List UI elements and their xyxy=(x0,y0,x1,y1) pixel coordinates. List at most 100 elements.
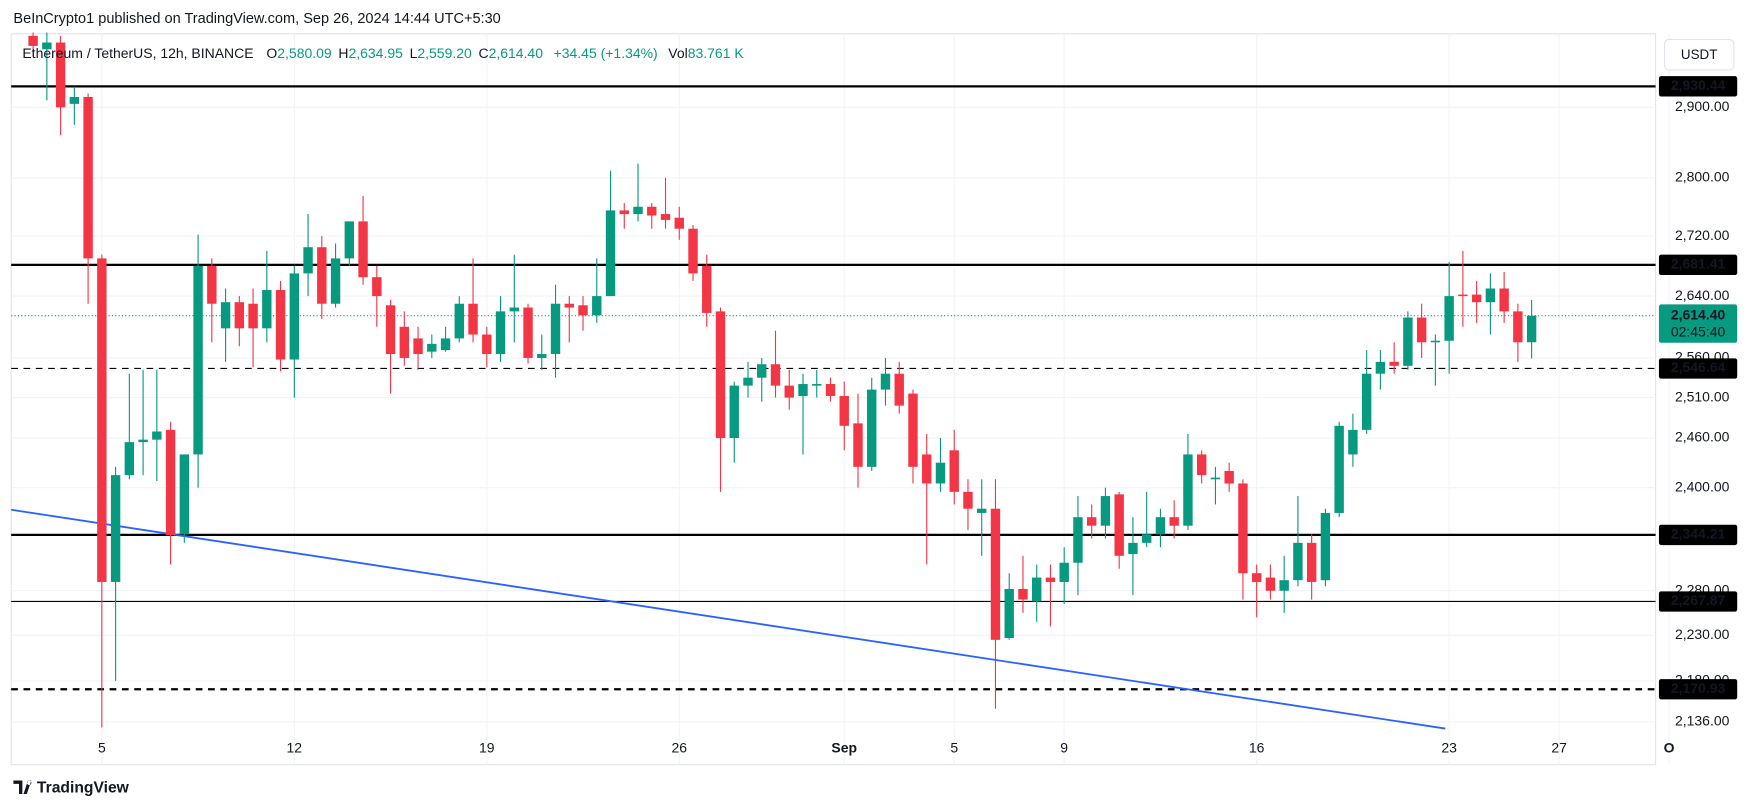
trendline xyxy=(11,508,1446,730)
currency[interactable]: USDT xyxy=(1681,47,1718,62)
candle-body xyxy=(468,303,478,335)
candle-body xyxy=(440,338,451,351)
price-level-box xyxy=(1658,254,1738,275)
candle-body xyxy=(179,454,190,535)
candle-body xyxy=(537,354,547,358)
candle-body xyxy=(743,377,753,386)
ohlc-key: L xyxy=(410,45,418,61)
candle-body xyxy=(317,247,327,304)
price-level-label: 2,546.64 xyxy=(1671,359,1726,375)
candle-body xyxy=(894,373,904,406)
candle-body xyxy=(619,210,629,215)
candle-body xyxy=(1389,361,1399,366)
candle-body xyxy=(1348,429,1358,455)
candle-body xyxy=(495,311,506,355)
ohlc-value: 2,634.95 xyxy=(348,45,403,61)
candle-body xyxy=(138,439,148,443)
candle-body xyxy=(69,96,80,104)
x-tick-label: 27 xyxy=(1551,740,1567,756)
price-level-label: 2,681.41 xyxy=(1671,255,1726,271)
candle-body xyxy=(330,258,341,304)
candle-body xyxy=(1279,580,1289,591)
ohlc-key: C xyxy=(478,45,488,61)
candle-body xyxy=(110,475,121,582)
y-tick-label: 2,136.00 xyxy=(1675,713,1730,729)
symbol: Ethereum / TetherUS, 12h, BINANCE xyxy=(22,45,253,61)
candle-body xyxy=(262,290,272,329)
candle-body xyxy=(289,273,300,360)
candle-body xyxy=(28,35,38,46)
footer-logo: TradingView xyxy=(13,779,130,797)
price-level-box xyxy=(1658,679,1738,700)
candles xyxy=(28,32,1537,728)
candle-body xyxy=(1045,577,1056,582)
x-tick-label: 5 xyxy=(98,740,106,756)
candle-body xyxy=(633,206,643,215)
candle-body xyxy=(385,305,396,355)
candle-body xyxy=(935,462,946,484)
candle-body xyxy=(922,454,932,484)
last-price-label: 2,614.40 xyxy=(1671,306,1726,322)
plot-frame xyxy=(10,33,1657,766)
ohlc-value: 2,559.20 xyxy=(417,45,472,61)
candle-body xyxy=(839,395,849,426)
candle-body xyxy=(729,385,739,439)
x-tick-label: 23 xyxy=(1441,740,1457,756)
change: +34.45 (+1.34%) xyxy=(554,45,658,61)
price-level-label: 2,344.21 xyxy=(1671,526,1726,542)
candle-body xyxy=(908,393,918,467)
volume-value: 83.761 K xyxy=(688,45,745,61)
candle-body xyxy=(1361,373,1372,430)
candle-body xyxy=(1100,496,1111,526)
legend: Ethereum / TetherUS, 12h, BINANCE O2,580… xyxy=(22,45,744,61)
candle-body xyxy=(1265,577,1276,591)
candle-body xyxy=(990,508,1001,640)
candle-body xyxy=(1086,517,1097,526)
candle-body xyxy=(949,450,959,492)
y-tick-label: 2,800.00 xyxy=(1675,169,1730,185)
candle-body xyxy=(1224,470,1234,484)
x-tick-label: 5 xyxy=(950,740,958,756)
brand: TradingView xyxy=(37,779,130,796)
candle-body xyxy=(193,265,203,455)
candle-body xyxy=(97,258,107,582)
logo-icon xyxy=(13,780,32,794)
candle-body xyxy=(1155,517,1166,535)
candle-body xyxy=(427,343,437,352)
x-tick-label: 12 xyxy=(287,740,303,756)
candle-body xyxy=(1458,294,1468,297)
candle-body xyxy=(152,431,162,440)
candle-body xyxy=(523,307,533,358)
price-level-label: 2,267.87 xyxy=(1671,592,1726,608)
candle-body xyxy=(1334,425,1344,513)
candle-body xyxy=(798,384,808,396)
candle-body xyxy=(550,303,561,355)
candle-body xyxy=(1430,340,1441,343)
ohlc-key: O xyxy=(266,45,277,61)
x-tick-label: O xyxy=(1664,740,1675,756)
candle-body xyxy=(1196,454,1207,476)
volume-key: Vol xyxy=(668,45,687,61)
candle-body xyxy=(1499,288,1509,312)
candle-body xyxy=(1183,454,1193,526)
price-level-box xyxy=(1658,358,1738,379)
candle-body xyxy=(413,338,423,355)
candle-body xyxy=(454,303,464,339)
candle-body xyxy=(55,42,66,108)
candle-body xyxy=(605,210,616,297)
candle-body xyxy=(399,326,410,358)
candle-body xyxy=(1513,311,1523,343)
y-tick-label: 2,510.00 xyxy=(1675,388,1730,404)
y-tick-label: 2,720.00 xyxy=(1675,227,1730,243)
candle-body xyxy=(1141,534,1152,543)
x-tick-label: 9 xyxy=(1060,740,1068,756)
candle-body xyxy=(1032,577,1042,602)
price-level-box xyxy=(1658,76,1738,97)
candle-body xyxy=(1073,517,1083,563)
candle-body xyxy=(165,429,176,536)
candle-body xyxy=(275,290,286,360)
y-tick-label: 2,400.00 xyxy=(1675,478,1730,494)
y-tick-label: 2,640.00 xyxy=(1675,287,1730,303)
currency-button[interactable] xyxy=(1663,38,1735,71)
